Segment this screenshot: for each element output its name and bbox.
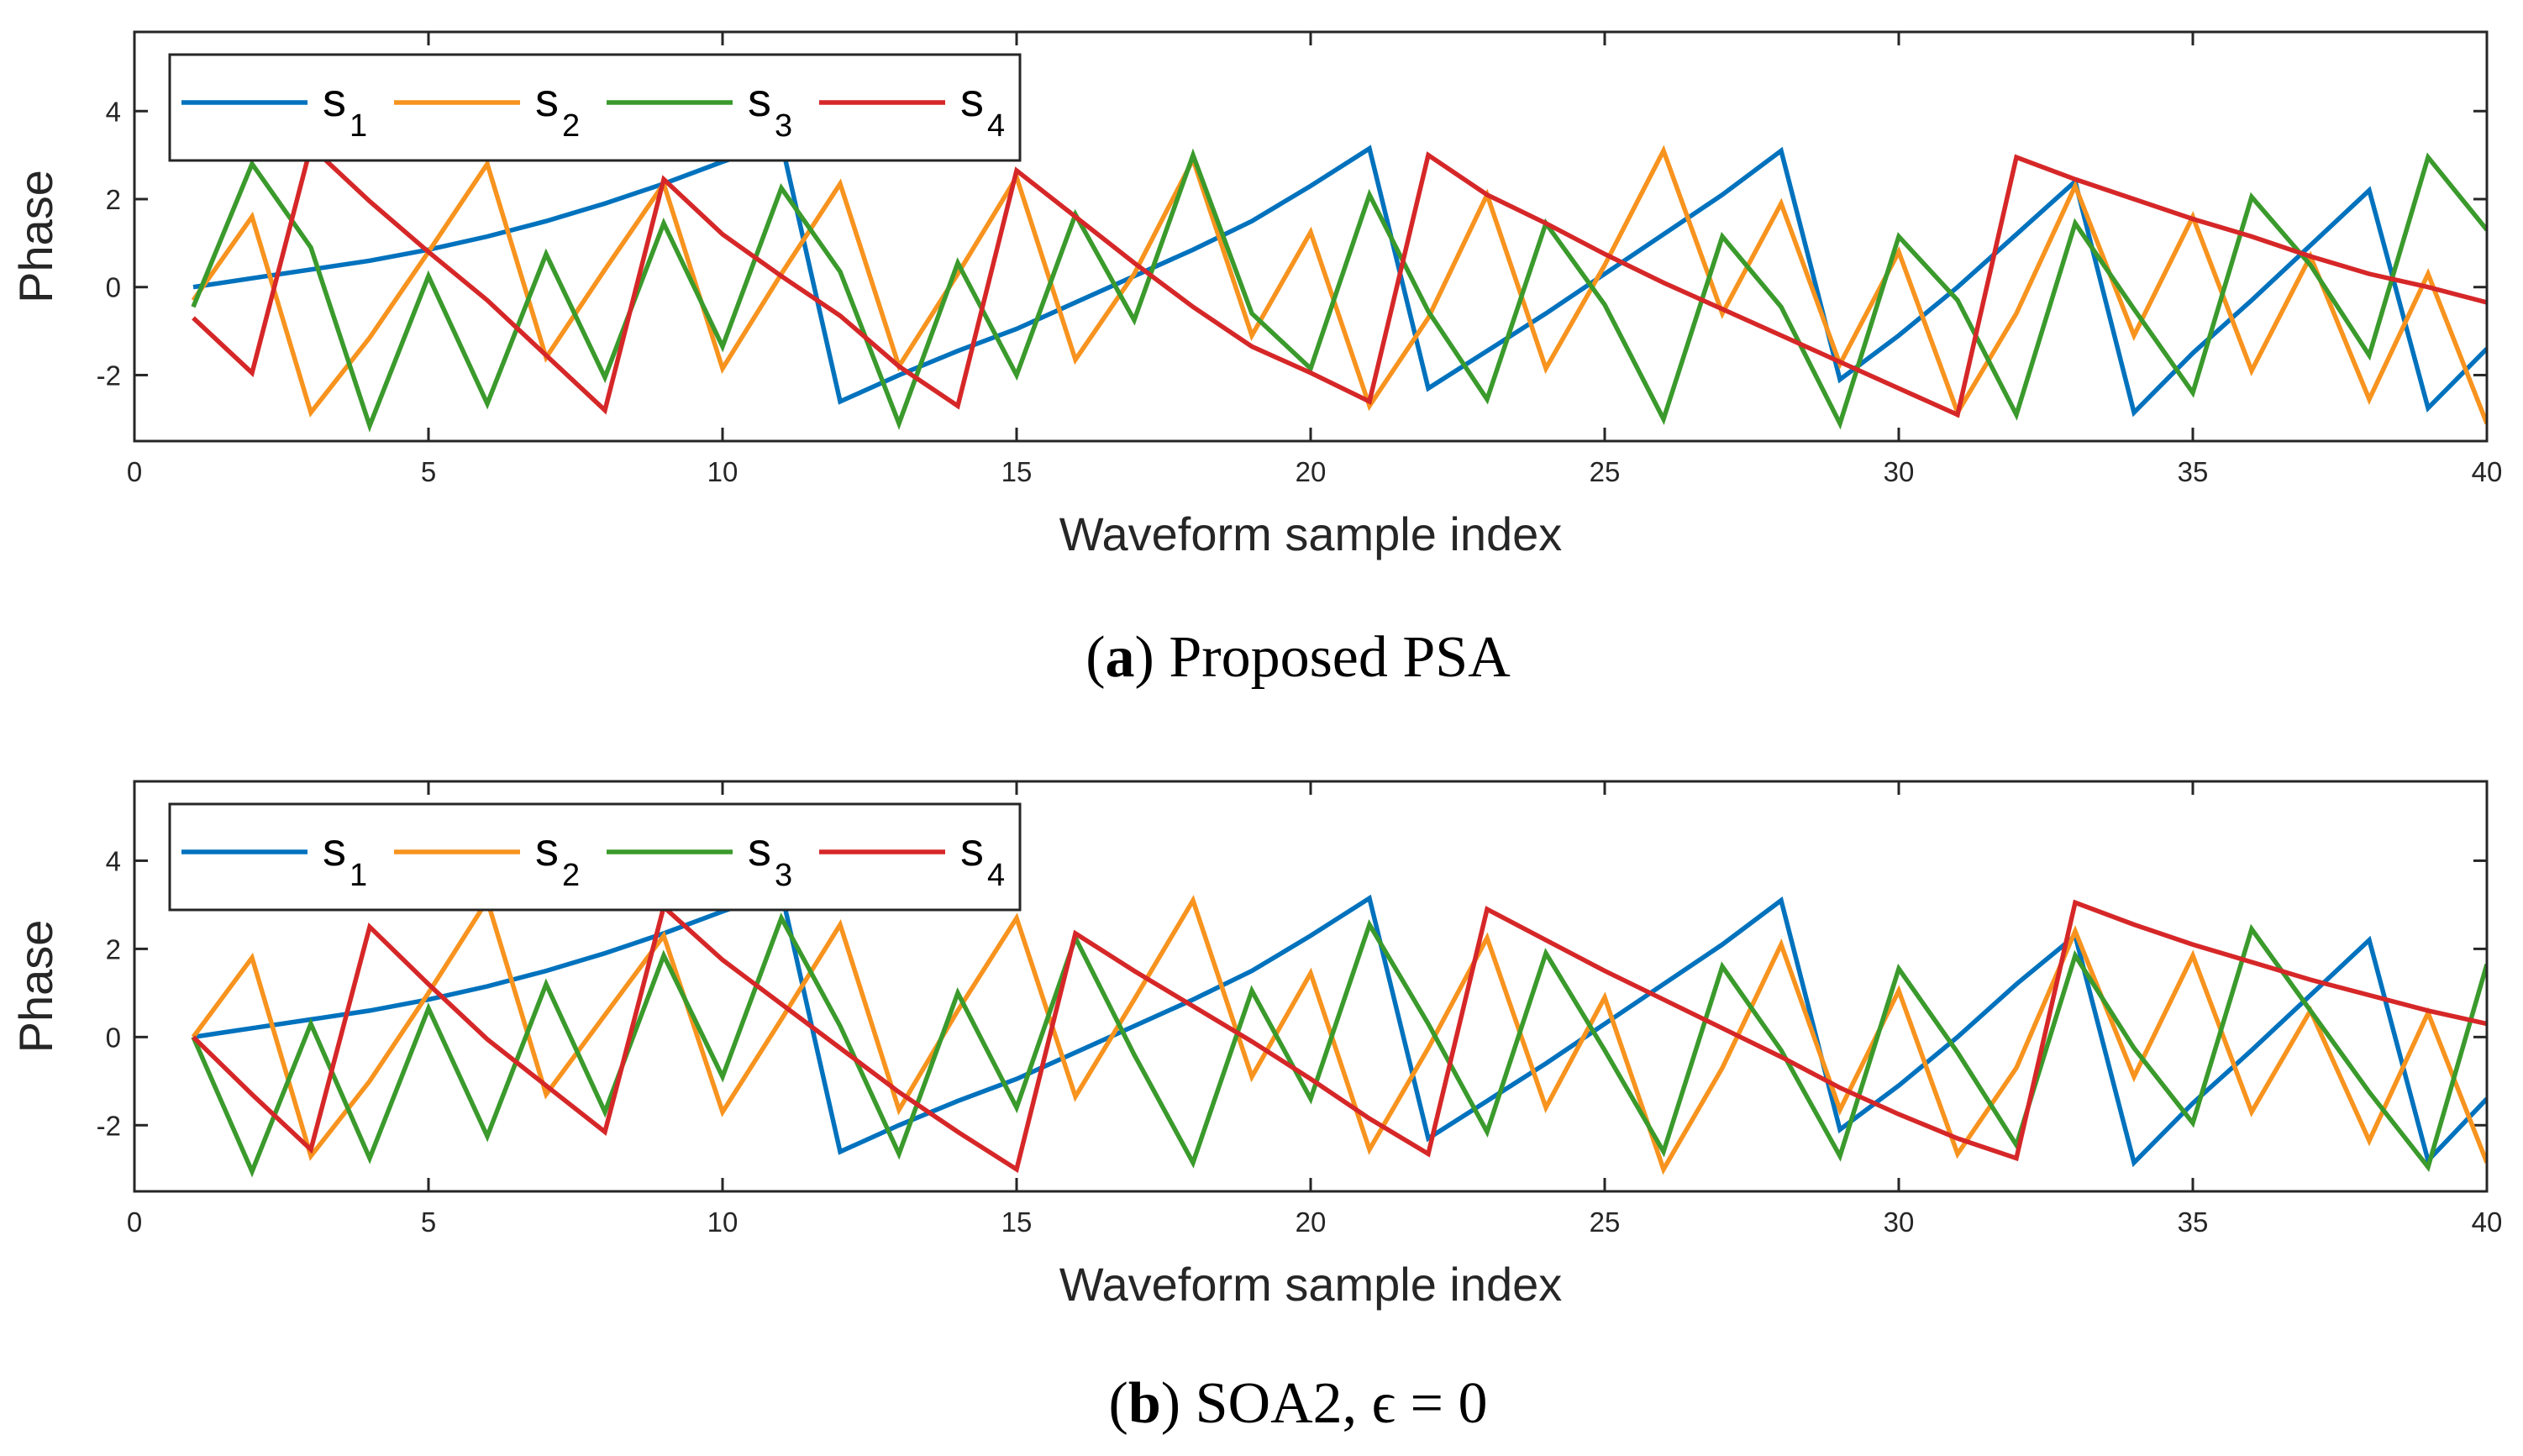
x-tick-label: 20 (1296, 1206, 1327, 1238)
legend-label-main: s (748, 73, 771, 126)
subplot-a: 0 5 10 15 20 25 30 35 40 -2 0 2 4 Waveform sample ind… (9, 30, 2503, 690)
x-axis-title: Waveform sample index (1059, 1258, 1563, 1311)
x-tick-label: 0 (127, 456, 142, 487)
legend-label-main: s (960, 823, 984, 875)
legend-box (168, 53, 1022, 162)
series-line-s4 (192, 899, 2487, 1174)
x-axis-title: Waveform sample index (1059, 507, 1563, 560)
caption-paren-close: ) (1135, 625, 1170, 690)
legend-label-subscript: 4 (987, 108, 1005, 144)
plot-frame (133, 780, 2489, 1193)
legend-label-main: s (323, 73, 346, 126)
x-tick-label: 15 (1001, 456, 1033, 487)
x-tick-label: 40 (2472, 456, 2503, 487)
series-line-s3 (191, 912, 2487, 1178)
subplot-b: 0 5 10 15 20 25 30 35 40 -2 0 2 4 Waveform sample ind… (9, 780, 2503, 1436)
subplot-caption: (a) Proposed PSA (1085, 625, 1511, 690)
x-tick-label: 20 (1296, 456, 1327, 487)
legend-label-subscript: 1 (350, 858, 367, 893)
series-group (191, 139, 2487, 433)
y-axis-title: Phase (9, 170, 62, 303)
y-tick-label: 0 (106, 272, 121, 303)
plot-frame (133, 30, 2489, 443)
y-tick-label: 2 (106, 933, 121, 965)
x-tick-label: 5 (421, 456, 436, 487)
x-tick-label: 35 (2178, 456, 2209, 487)
x-tick-label: 25 (1590, 1206, 1621, 1238)
caption-label: b (1128, 1371, 1161, 1436)
x-tick-label: 0 (127, 1206, 142, 1238)
legend-label-subscript: 3 (775, 858, 792, 893)
x-tick-label: 30 (1884, 1206, 1915, 1238)
y-tick-label: 4 (106, 845, 121, 876)
y-tick-label: 0 (106, 1022, 121, 1053)
y-tick-label: 2 (106, 184, 121, 215)
x-tick-label: 25 (1590, 456, 1621, 487)
subplot-caption: (b) SOA2, ϵ = 0 (1109, 1371, 1488, 1436)
y-tick-label: -2 (97, 360, 121, 391)
legend-label-main: s (748, 823, 771, 875)
x-tick-label: 10 (707, 456, 739, 487)
caption-paren-open: ( (1085, 625, 1105, 690)
caption-text: Proposed PSA (1169, 625, 1511, 690)
x-tick-label: 30 (1884, 456, 1915, 487)
caption-paren-close: ) (1161, 1371, 1196, 1436)
y-axis-title: Phase (9, 920, 62, 1054)
x-tick-label: 15 (1001, 1206, 1033, 1238)
x-tick-label: 5 (421, 1206, 436, 1238)
x-tick-label: 35 (2178, 1206, 2209, 1238)
caption-paren-open: ( (1109, 1371, 1128, 1436)
legend-label-main: s (535, 73, 559, 126)
legend-label-main: s (535, 823, 559, 875)
legend-label-subscript: 3 (775, 108, 792, 144)
legend-label-main: s (960, 73, 984, 126)
legend-label-subscript: 2 (562, 108, 580, 144)
caption-label: a (1106, 625, 1135, 690)
series-line-s3 (191, 148, 2487, 433)
legend-label-subscript: 4 (987, 858, 1005, 893)
legend-label-subscript: 2 (562, 858, 580, 893)
legend-label-subscript: 1 (350, 108, 367, 144)
x-tick-label: 10 (707, 1206, 739, 1238)
y-tick-label: 4 (106, 96, 121, 127)
series-group (191, 888, 2487, 1178)
y-tick-label: -2 (97, 1110, 121, 1141)
series-line-s4 (192, 142, 2487, 418)
caption-text: SOA2, ϵ = 0 (1196, 1371, 1488, 1436)
legend-box (168, 802, 1022, 912)
series-line-s1 (192, 888, 2487, 1168)
x-tick-label: 40 (2472, 1206, 2503, 1238)
series-line-s1 (192, 139, 2487, 418)
legend-label-main: s (323, 823, 346, 875)
